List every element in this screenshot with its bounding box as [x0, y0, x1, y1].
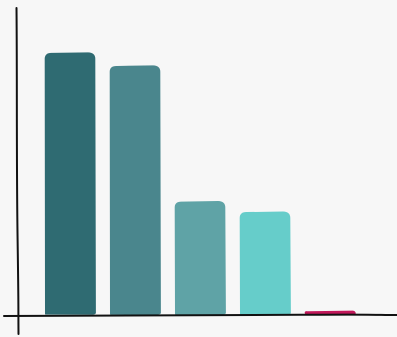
bar-2: [109, 65, 161, 315]
bar-4: [239, 211, 291, 315]
bars-group: [44, 52, 356, 315]
bar-3: [174, 201, 226, 315]
x-axis: [3, 313, 397, 317]
y-axis: [15, 7, 20, 335]
bar-5: [304, 310, 356, 315]
bar-1: [44, 52, 96, 315]
